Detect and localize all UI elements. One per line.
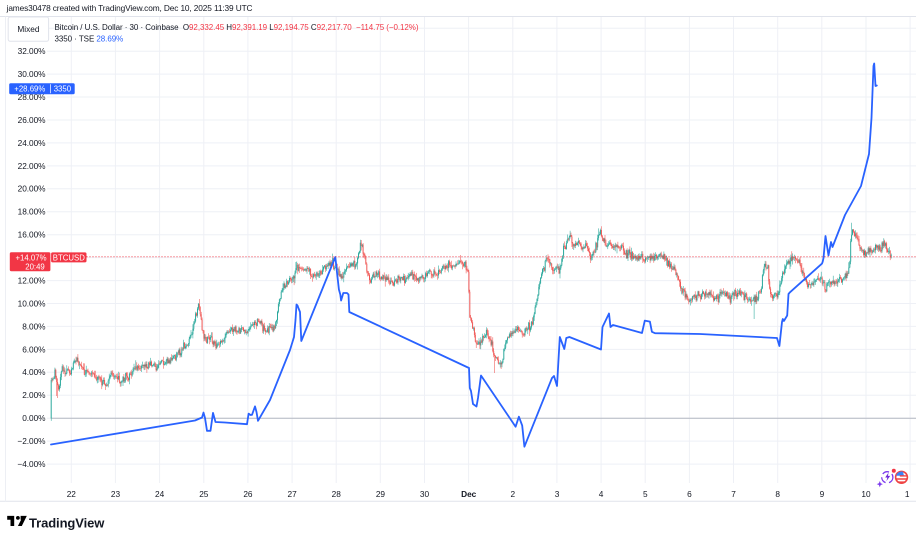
svg-text:6.00%: 6.00% [22, 344, 46, 354]
svg-text:1: 1 [905, 489, 910, 499]
svg-text:20.00%: 20.00% [18, 184, 47, 194]
svg-text:26.00%: 26.00% [18, 115, 47, 125]
svg-text:28.00%: 28.00% [18, 92, 47, 102]
svg-text:8: 8 [775, 489, 780, 499]
svg-text:29: 29 [376, 489, 386, 499]
svg-text:23: 23 [111, 489, 121, 499]
svg-text:0.00%: 0.00% [22, 413, 46, 423]
svg-text:27: 27 [288, 489, 298, 499]
svg-text:−4.00%: −4.00% [17, 459, 46, 469]
svg-text:−2.00%: −2.00% [17, 436, 46, 446]
svg-text:10.00%: 10.00% [18, 298, 47, 308]
svg-text:Dec: Dec [461, 489, 477, 499]
svg-text:26: 26 [243, 489, 253, 499]
svg-text:22.00%: 22.00% [18, 161, 47, 171]
svg-text:25: 25 [199, 489, 209, 499]
svg-text:28: 28 [332, 489, 342, 499]
svg-text:3350 · TSE 28.69%: 3350 · TSE 28.69% [55, 34, 124, 43]
svg-text:BTCUSD: BTCUSD [53, 253, 85, 262]
svg-text:4.00%: 4.00% [22, 367, 46, 377]
svg-text:5: 5 [643, 489, 648, 499]
svg-text:24.00%: 24.00% [18, 138, 47, 148]
svg-text:+14.07%: +14.07% [16, 253, 47, 262]
svg-text:24: 24 [155, 489, 165, 499]
svg-text:7: 7 [731, 489, 736, 499]
svg-text:2: 2 [511, 489, 516, 499]
svg-text:3350: 3350 [54, 84, 72, 93]
svg-text:TradingView: TradingView [29, 516, 105, 531]
svg-text:Bitcoin / U.S. Dollar · 30 · C: Bitcoin / U.S. Dollar · 30 · Coinbase O9… [55, 23, 419, 32]
svg-text:18.00%: 18.00% [18, 207, 47, 217]
svg-text:10: 10 [861, 489, 871, 499]
svg-text:2.00%: 2.00% [22, 390, 46, 400]
svg-text:16.00%: 16.00% [18, 230, 47, 240]
svg-text:12.00%: 12.00% [18, 276, 47, 286]
svg-text:3: 3 [555, 489, 560, 499]
svg-text:30: 30 [420, 489, 430, 499]
svg-text:30.00%: 30.00% [18, 69, 47, 79]
svg-text:32.00%: 32.00% [18, 46, 47, 56]
svg-text:20:49: 20:49 [25, 262, 45, 271]
svg-text:22: 22 [67, 489, 77, 499]
svg-text:+28.69%: +28.69% [14, 84, 45, 93]
svg-text:Mixed: Mixed [17, 24, 40, 34]
svg-text:6: 6 [687, 489, 692, 499]
svg-text:8.00%: 8.00% [22, 321, 46, 331]
svg-text:james30478 created with Tradin: james30478 created with TradingView.com,… [6, 3, 253, 13]
svg-text:9: 9 [820, 489, 825, 499]
svg-text:4: 4 [599, 489, 604, 499]
